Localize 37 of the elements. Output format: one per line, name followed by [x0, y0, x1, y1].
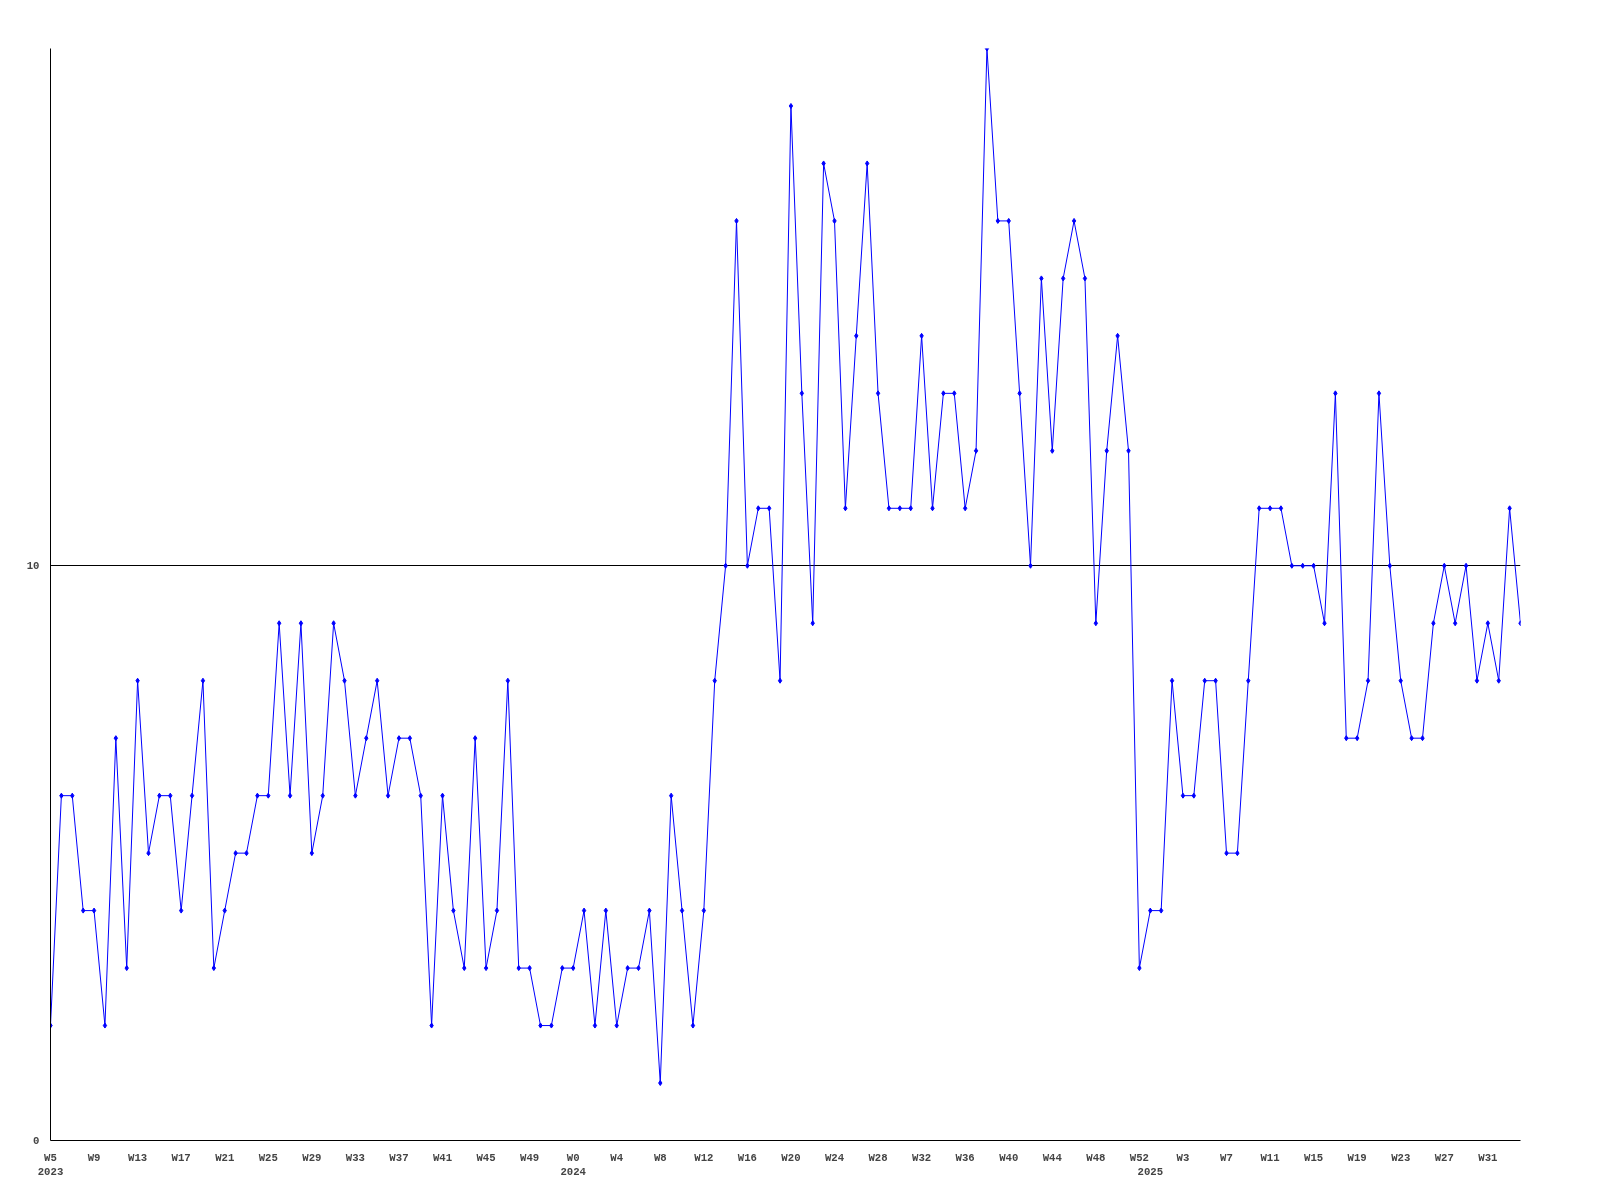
x-tick-label: W4: [610, 1151, 624, 1164]
x-tick-label: W44: [1042, 1151, 1063, 1164]
x-tick-label: W49: [520, 1151, 540, 1164]
y-tick-label: 0: [33, 1135, 40, 1147]
x-tick-label: W23: [1391, 1151, 1411, 1164]
x-tick-label: W33: [345, 1151, 365, 1164]
x-tick-label: W36: [955, 1151, 975, 1164]
x-tick-label: W52: [1129, 1151, 1149, 1164]
x-tick-label: W8: [653, 1151, 667, 1164]
x-tick-label: W41: [432, 1151, 453, 1164]
x-tick-label: W32: [912, 1151, 932, 1164]
x-tick-label: W48: [1086, 1151, 1106, 1164]
x-tick-label: W27: [1434, 1151, 1454, 1164]
x-tick-label: W20: [781, 1151, 801, 1164]
x-tick-label: W24: [824, 1151, 845, 1164]
x-tick-label: W11: [1260, 1151, 1280, 1164]
x-tick-label: W9: [87, 1151, 101, 1164]
x-tick-label: W16: [737, 1151, 757, 1164]
x-tick-label: W5 2023: [37, 1151, 64, 1178]
x-tick-label: W17: [171, 1151, 191, 1164]
x-tick-label: W12: [694, 1151, 714, 1164]
x-tick-label: W0 2024: [560, 1151, 587, 1178]
x-tick-label: 2025: [1137, 1165, 1164, 1178]
x-tick-label: W3: [1176, 1151, 1190, 1164]
x-tick-label: W28: [868, 1151, 888, 1164]
x-tick-label: W15: [1304, 1151, 1324, 1164]
x-tick-label: W31: [1478, 1151, 1498, 1164]
x-tick-label: W7: [1220, 1151, 1233, 1164]
x-tick-label: W21: [215, 1151, 235, 1164]
x-tick-label: W45: [476, 1151, 496, 1164]
x-tick-label: W37: [389, 1151, 409, 1164]
x-tick-label: W40: [999, 1151, 1019, 1164]
x-tick-label: W29: [302, 1151, 322, 1164]
x-tick-label: W19: [1347, 1151, 1367, 1164]
x-tick-label: W25: [258, 1151, 278, 1164]
y-tick-label: 10: [26, 560, 40, 573]
x-tick-label: W13: [128, 1151, 148, 1164]
